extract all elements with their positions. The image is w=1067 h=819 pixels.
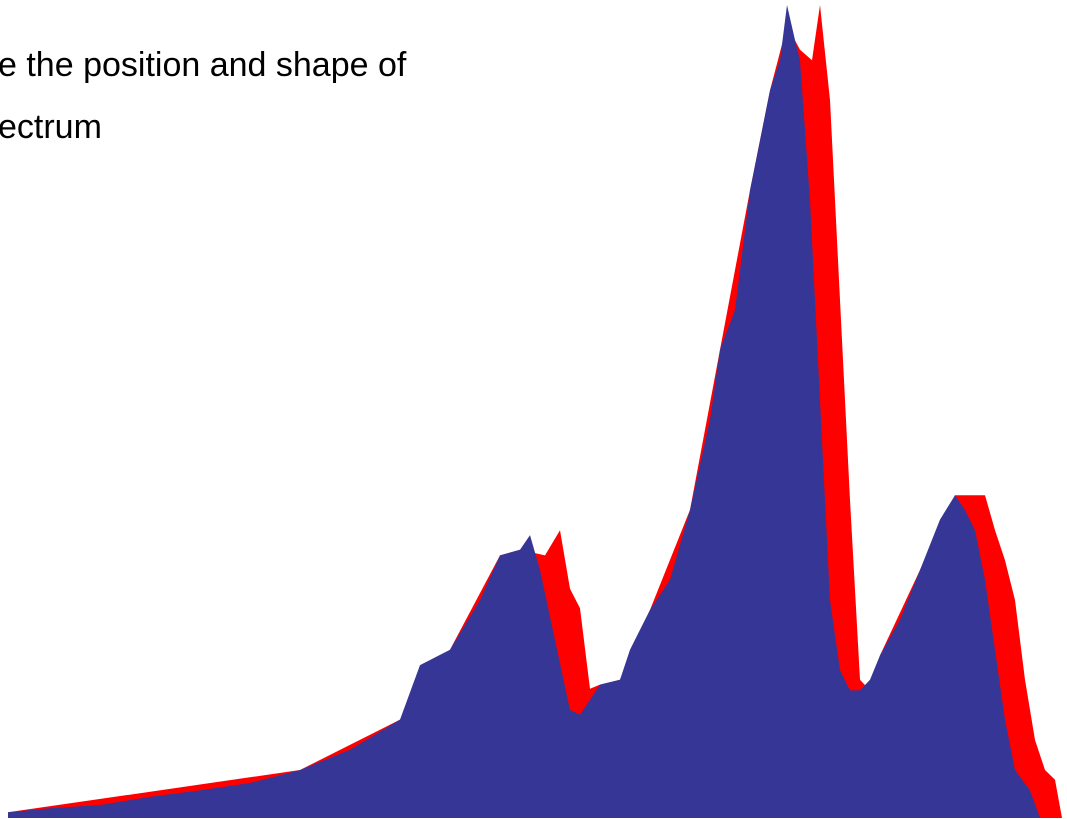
title-line: e the position and shape of <box>0 46 407 84</box>
title-line: ectrum <box>0 108 102 146</box>
area <box>8 5 1040 818</box>
